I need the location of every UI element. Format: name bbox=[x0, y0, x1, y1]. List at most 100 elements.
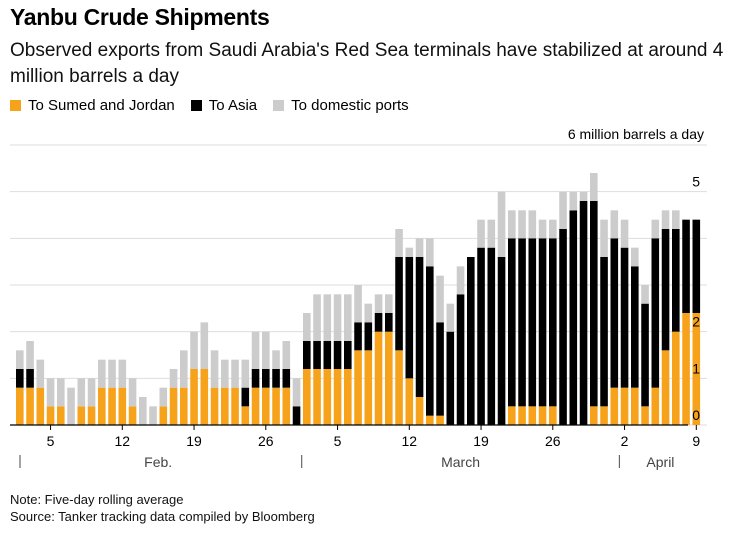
bar-sumed-jordan bbox=[508, 406, 516, 425]
bar-asia bbox=[436, 322, 444, 416]
bar-domestic bbox=[426, 238, 434, 267]
bar-sumed-jordan bbox=[87, 406, 96, 425]
bar-sumed-jordan bbox=[303, 369, 311, 425]
bar-domestic bbox=[518, 210, 526, 239]
bar-sumed-jordan bbox=[354, 350, 362, 425]
bar-domestic bbox=[436, 275, 444, 323]
bar-domestic bbox=[169, 369, 178, 388]
bar-domestic bbox=[610, 210, 619, 239]
chart-notes: Note: Five-day rolling average Source: T… bbox=[10, 491, 315, 525]
bar-asia bbox=[497, 257, 506, 425]
bar-sumed-jordan bbox=[190, 369, 198, 425]
bar-asia bbox=[600, 257, 608, 407]
bar-domestic bbox=[292, 378, 301, 407]
bar-asia bbox=[426, 266, 434, 416]
bar-domestic bbox=[36, 359, 45, 388]
legend-item-domestic: To domestic ports bbox=[273, 97, 409, 114]
bar-asia bbox=[641, 303, 649, 407]
x-tick-label: 12 bbox=[115, 433, 131, 449]
bar-sumed-jordan bbox=[641, 406, 649, 425]
bar-domestic bbox=[477, 219, 485, 248]
bar-sumed-jordan bbox=[108, 387, 116, 425]
bar-sumed-jordan bbox=[344, 369, 352, 425]
bar-domestic bbox=[67, 387, 75, 425]
bar-sumed-jordan bbox=[682, 313, 690, 425]
bar-sumed-jordan bbox=[364, 350, 373, 425]
bar-domestic bbox=[620, 219, 629, 248]
bar-asia bbox=[651, 238, 660, 388]
bar-sumed-jordan bbox=[77, 406, 86, 425]
legend-label-domestic: To domestic ports bbox=[291, 97, 409, 114]
bar-sumed-jordan bbox=[159, 406, 168, 425]
bar-asia bbox=[692, 219, 701, 313]
bar-domestic bbox=[200, 322, 209, 369]
bar-domestic bbox=[641, 285, 649, 304]
bar-asia bbox=[333, 341, 342, 369]
bar-sumed-jordan bbox=[549, 406, 557, 425]
bar-domestic bbox=[77, 378, 86, 407]
bar-asia bbox=[241, 387, 250, 407]
bar-asia bbox=[528, 238, 537, 407]
bar-sumed-jordan bbox=[692, 313, 701, 425]
y-tick-label: 1 bbox=[692, 360, 700, 376]
bar-asia bbox=[661, 229, 670, 351]
bar-domestic bbox=[180, 350, 188, 388]
bar-domestic bbox=[446, 303, 455, 332]
bar-sumed-jordan bbox=[631, 387, 639, 425]
y-axis-unit-label: 6 million barrels a day bbox=[567, 126, 704, 142]
bar-domestic bbox=[16, 350, 24, 369]
bar-asia bbox=[354, 322, 362, 351]
bar-domestic bbox=[364, 303, 373, 323]
bar-sumed-jordan bbox=[672, 331, 680, 425]
bar-domestic bbox=[333, 294, 342, 341]
x-tick-label: 5 bbox=[47, 433, 55, 449]
bar-domestic bbox=[538, 219, 547, 239]
bar-domestic bbox=[313, 294, 321, 341]
bar-asia bbox=[672, 229, 680, 332]
x-tick-label: 26 bbox=[545, 433, 561, 449]
bar-domestic bbox=[415, 238, 424, 257]
legend-label-sumed-jordan: To Sumed and Jordan bbox=[28, 97, 175, 114]
bar-sumed-jordan bbox=[610, 387, 619, 425]
legend-swatch-domestic bbox=[273, 100, 285, 111]
bar-sumed-jordan bbox=[374, 331, 383, 425]
bar-sumed-jordan bbox=[323, 369, 332, 425]
bar-sumed-jordan bbox=[395, 350, 403, 425]
bar-domestic bbox=[651, 219, 660, 239]
bar-sumed-jordan bbox=[16, 387, 24, 425]
bar-domestic bbox=[108, 359, 116, 388]
bar-sumed-jordan bbox=[661, 350, 670, 425]
bar-domestic bbox=[395, 229, 403, 257]
bar-domestic bbox=[528, 210, 537, 239]
bar-sumed-jordan bbox=[333, 369, 342, 425]
bar-asia bbox=[467, 257, 475, 425]
bar-asia bbox=[282, 369, 291, 388]
bar-sumed-jordan bbox=[518, 406, 526, 425]
bar-asia bbox=[262, 369, 270, 388]
bar-sumed-jordan bbox=[128, 406, 137, 425]
chart-subtitle: Observed exports from Saudi Arabia's Red… bbox=[10, 40, 724, 87]
bar-sumed-jordan bbox=[251, 387, 260, 425]
bar-domestic bbox=[549, 219, 557, 239]
bar-sumed-jordan bbox=[426, 415, 434, 425]
bar-asia bbox=[323, 341, 332, 369]
bar-sumed-jordan bbox=[620, 387, 629, 425]
footnote: Note: Five-day rolling average bbox=[10, 492, 184, 507]
bar-asia bbox=[549, 238, 557, 407]
bar-domestic bbox=[600, 219, 608, 257]
x-tick-label: 19 bbox=[473, 433, 489, 449]
bar-sumed-jordan bbox=[200, 369, 209, 425]
bar-domestic bbox=[26, 341, 34, 369]
bar-domestic bbox=[149, 406, 157, 425]
bar-asia bbox=[631, 266, 639, 388]
bar-domestic bbox=[569, 191, 578, 211]
bar-domestic bbox=[497, 191, 506, 257]
bar-sumed-jordan bbox=[272, 387, 280, 425]
y-tick-label: 3 bbox=[692, 267, 700, 283]
bar-sumed-jordan bbox=[590, 406, 598, 425]
bar-asia bbox=[415, 257, 424, 397]
bar-asia bbox=[313, 341, 321, 369]
bar-sumed-jordan bbox=[57, 406, 65, 425]
bar-domestic bbox=[251, 331, 260, 369]
